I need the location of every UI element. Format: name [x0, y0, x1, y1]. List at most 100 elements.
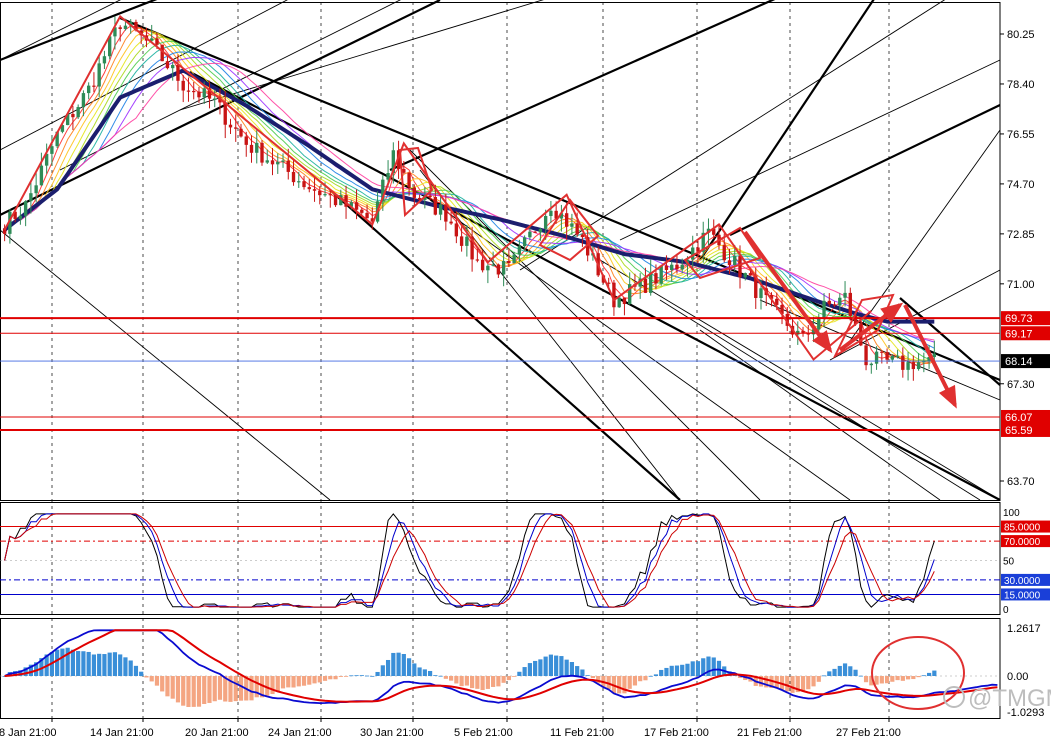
macd-histogram-bar — [107, 652, 112, 676]
time-tick-label: 21 Feb 21:00 — [737, 727, 802, 739]
candle-body — [55, 131, 59, 147]
macd-histogram-bar — [191, 676, 196, 707]
macd-histogram-bar — [375, 671, 380, 676]
candle-body — [444, 204, 448, 222]
macd-histogram-bar — [433, 675, 438, 676]
channel-line-thick-4 — [729, 104, 1001, 236]
candle-body — [65, 113, 70, 126]
candle-body — [417, 197, 422, 200]
candle-body — [281, 160, 285, 162]
macd-histogram-bar — [39, 658, 44, 676]
macd-histogram-bar — [338, 676, 343, 677]
macd-histogram-bar — [160, 676, 165, 692]
candle-body — [150, 38, 154, 41]
macd-histogram-bar — [454, 676, 459, 684]
level-tag-69.73 — [1001, 311, 1050, 326]
macd-histogram-bar — [343, 676, 349, 677]
arrow-down-1-shaft — [743, 230, 832, 352]
stoch-level-tag — [1001, 520, 1050, 533]
macd-histogram-bar — [154, 676, 160, 686]
macd-histogram-bar — [569, 662, 575, 676]
macd-histogram-bar — [764, 676, 769, 688]
level-label-69.17: 69.17 — [1005, 328, 1033, 340]
candle-body — [838, 297, 842, 306]
macd-histogram-bar — [354, 675, 359, 677]
level-tag-66.07 — [1001, 409, 1050, 424]
candle-body — [86, 85, 91, 94]
candle-body — [276, 161, 280, 165]
time-tick-label: 24 Jan 21:00 — [268, 727, 332, 739]
macd-histogram-bar — [144, 676, 149, 678]
pattern-shape-1 — [683, 226, 762, 280]
candle-body — [701, 232, 705, 252]
candle-body — [171, 64, 175, 69]
macd-histogram-bar — [349, 675, 354, 677]
macd-histogram-bar — [401, 653, 406, 676]
candle-body — [260, 142, 264, 163]
macd-histogram-bar — [270, 676, 275, 695]
ma-line-3 — [4, 30, 935, 363]
candle-body — [129, 21, 133, 26]
macd-histogram-bar — [60, 648, 65, 676]
macd-histogram-bar — [559, 656, 564, 676]
macd-panel: 1.2617 0.00 -1.0293 — [0, 623, 1044, 719]
candle-body — [454, 223, 459, 237]
stoch-signal-line — [4, 513, 935, 608]
price-tick-label: 71.00 — [1007, 279, 1035, 291]
candle-body — [412, 187, 417, 198]
macd-histogram-bar — [543, 656, 548, 676]
macd-histogram-bar — [406, 658, 412, 676]
candle-body — [570, 223, 574, 227]
macd-histogram-bar — [664, 667, 669, 676]
macd-histogram-bar — [674, 665, 680, 676]
macd-histogram-bar — [575, 666, 580, 676]
macd-histogram-bar — [701, 658, 706, 676]
macd-histogram-bar — [359, 675, 364, 676]
candle-body — [239, 128, 243, 137]
macd-histogram-bar — [790, 676, 795, 693]
macd-histogram-bar — [317, 676, 322, 683]
candle-body — [223, 102, 227, 125]
macd-histogram-bar — [76, 651, 81, 676]
macd-histogram-bar — [333, 676, 338, 680]
macd-histogram-bar — [102, 654, 107, 676]
candle-body — [628, 284, 632, 305]
candle-body — [664, 265, 669, 270]
macd-histogram-bar — [438, 675, 443, 677]
candle-body — [249, 144, 254, 153]
macd-histogram-bar — [585, 675, 590, 676]
macd-histogram-bar — [758, 676, 764, 687]
candle-body — [617, 297, 621, 308]
macd-histogram-bar — [564, 659, 569, 676]
candle-body — [360, 209, 364, 213]
macd-histogram-bar — [837, 665, 842, 676]
macd-histogram-bar — [427, 670, 433, 676]
macd-histogram-bar — [55, 649, 60, 676]
macd-histogram-bar — [485, 676, 490, 689]
channel-line-thick-0 — [0, 0, 158, 62]
candle-body — [386, 173, 390, 180]
panel-border-2 — [0, 618, 1001, 719]
candle-body — [486, 265, 490, 271]
stoch-level-tag — [1001, 573, 1050, 586]
candle-body — [801, 330, 805, 334]
pattern-shape-0 — [538, 198, 600, 262]
channel-line-thick-2 — [329, 189, 681, 501]
macd-histogram-bar — [181, 676, 186, 706]
price-tick-label: 63.70 — [1007, 476, 1035, 488]
candle-body — [659, 265, 663, 284]
macd-histogram-bar — [249, 676, 254, 701]
candle-body — [470, 236, 474, 260]
candle-body — [507, 261, 511, 264]
candle-body — [465, 236, 469, 246]
macd-histogram-bar — [254, 676, 259, 698]
macd-histogram-bar — [711, 657, 716, 676]
current-price-label: 68.14 — [1005, 356, 1033, 368]
macd-histogram-bar — [858, 675, 863, 677]
macd-tick-label: -1.0293 — [1007, 707, 1044, 719]
macd-histogram-bar — [70, 649, 76, 676]
candle-body — [501, 261, 506, 275]
macd-histogram-bar — [112, 652, 118, 676]
macd-histogram-bar — [207, 676, 212, 703]
